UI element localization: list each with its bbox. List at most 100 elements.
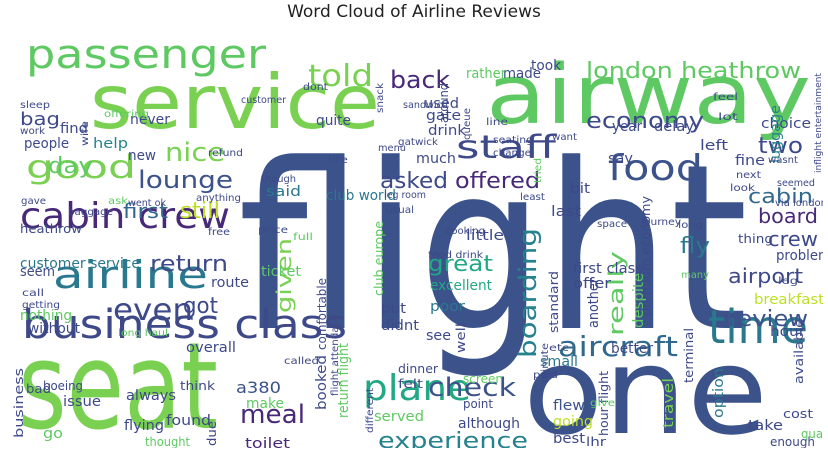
word-used: used bbox=[424, 96, 459, 112]
word-lot: lot bbox=[718, 112, 738, 123]
word-baggage: baggage bbox=[68, 207, 113, 218]
word-problem: problem bbox=[776, 248, 823, 264]
word-two: two bbox=[758, 134, 803, 159]
word-bad: bad bbox=[26, 382, 51, 396]
word-without: without bbox=[28, 321, 80, 337]
word-still: still bbox=[180, 199, 220, 224]
word-dont: dont bbox=[303, 82, 328, 93]
word-full: full bbox=[293, 232, 313, 243]
word-airline: airline bbox=[53, 253, 208, 297]
word-around: around bbox=[437, 83, 451, 123]
word-return-flight: return flight bbox=[336, 343, 352, 418]
word-london-heathrow: london heathrow bbox=[586, 59, 801, 84]
word-bit: bit bbox=[570, 181, 591, 197]
word-check: check bbox=[428, 373, 516, 403]
word-route: route bbox=[211, 275, 249, 291]
word-flight: flight bbox=[238, 116, 748, 383]
word-leg-room: leg room bbox=[384, 190, 426, 201]
word-drink: drink bbox=[428, 123, 467, 139]
word-didnt: didnt bbox=[381, 318, 420, 334]
word-ticket: ticket bbox=[261, 264, 302, 280]
word-going: going bbox=[553, 414, 593, 430]
word-space: space bbox=[597, 219, 627, 230]
word-work: work bbox=[20, 126, 45, 137]
word-call: call bbox=[22, 288, 44, 299]
word-though: though bbox=[261, 174, 296, 185]
word-excellent: excellent bbox=[430, 278, 492, 294]
word-although: although bbox=[458, 416, 520, 432]
word-dinner: dinner bbox=[398, 362, 438, 376]
word-gate: gate bbox=[426, 108, 461, 124]
word-option: option bbox=[711, 368, 727, 418]
word-snack: snack bbox=[375, 83, 386, 113]
word-many: many bbox=[681, 270, 709, 281]
word-thought: thought bbox=[145, 435, 190, 448]
word-usual: usual bbox=[386, 205, 414, 216]
word-inflight-entertainment: inflight entertainment bbox=[814, 73, 823, 173]
word-help: help bbox=[93, 136, 128, 152]
word-small: small bbox=[540, 354, 578, 370]
word-find: find bbox=[60, 121, 88, 137]
word-toilet: toilet bbox=[245, 436, 291, 448]
word-another: another bbox=[586, 278, 602, 328]
word-seating: seating bbox=[493, 135, 533, 146]
word-new: new bbox=[128, 148, 156, 164]
word-offer: offer bbox=[573, 276, 611, 292]
word-minute: minute bbox=[540, 343, 551, 383]
word-lhr: lhr bbox=[586, 435, 606, 448]
word-terminal: terminal bbox=[682, 328, 696, 383]
word-hour: hour bbox=[770, 324, 805, 340]
word-booking: booking bbox=[445, 226, 485, 237]
word-cloud: flight seat airway service one passenger busin… bbox=[8, 28, 823, 448]
word-took: took bbox=[531, 58, 562, 74]
word-one: one bbox=[523, 323, 768, 448]
word-menu: menu bbox=[378, 143, 406, 154]
word-paid: paid bbox=[533, 370, 558, 381]
word-passenger: passenger bbox=[26, 32, 267, 78]
word-cabin: cabin bbox=[748, 184, 813, 208]
word-wife: wife bbox=[80, 121, 91, 146]
word-anything: anything bbox=[196, 193, 241, 204]
word-know: know bbox=[330, 447, 360, 448]
word-crew: crew bbox=[768, 227, 818, 251]
word-wasnt: wasnt bbox=[768, 155, 798, 166]
word-price: price bbox=[258, 225, 288, 236]
word-back: back bbox=[390, 66, 450, 94]
word-found: found bbox=[166, 413, 211, 429]
word-sandwich: sandwich bbox=[403, 100, 448, 111]
word-make: make bbox=[246, 396, 284, 412]
word-tried: tried bbox=[533, 158, 544, 183]
word-gave: gave bbox=[21, 196, 46, 207]
word-leg: leg bbox=[778, 276, 798, 287]
word-nothing: nothing bbox=[20, 308, 72, 324]
word-offered: offered bbox=[455, 169, 540, 194]
word-fly: fly bbox=[680, 234, 710, 259]
word-point: point bbox=[463, 397, 493, 411]
word-even: even bbox=[113, 293, 193, 328]
page-title: Word Cloud of Airline Reviews bbox=[287, 2, 541, 22]
word-airport: airport bbox=[728, 264, 803, 288]
word-seat: seat bbox=[18, 318, 218, 448]
word-last: last bbox=[551, 204, 582, 220]
word-great: great bbox=[428, 252, 493, 277]
word-least: least bbox=[520, 192, 545, 203]
word-really: really bbox=[604, 251, 628, 336]
word-cabin-crew: cabin crew bbox=[20, 196, 230, 237]
word-business: business bbox=[12, 368, 26, 438]
word-customer-service: customer service bbox=[20, 256, 140, 272]
word-flew: flew bbox=[553, 398, 585, 414]
word-better: better bbox=[611, 341, 653, 357]
word-said: said bbox=[266, 184, 301, 200]
word-business-class: business class bbox=[22, 302, 347, 348]
word-standard: standard bbox=[547, 271, 561, 333]
word-fine: fine bbox=[735, 153, 765, 169]
word-called: called bbox=[284, 356, 319, 367]
word-economy: economy bbox=[586, 109, 704, 134]
word-plane: plane bbox=[363, 368, 471, 409]
word-poor: poor bbox=[430, 299, 465, 315]
word-much: much bbox=[416, 151, 456, 167]
word-club-world: club world bbox=[326, 188, 396, 204]
word-available: available bbox=[792, 319, 806, 384]
word-given: given bbox=[272, 238, 296, 313]
